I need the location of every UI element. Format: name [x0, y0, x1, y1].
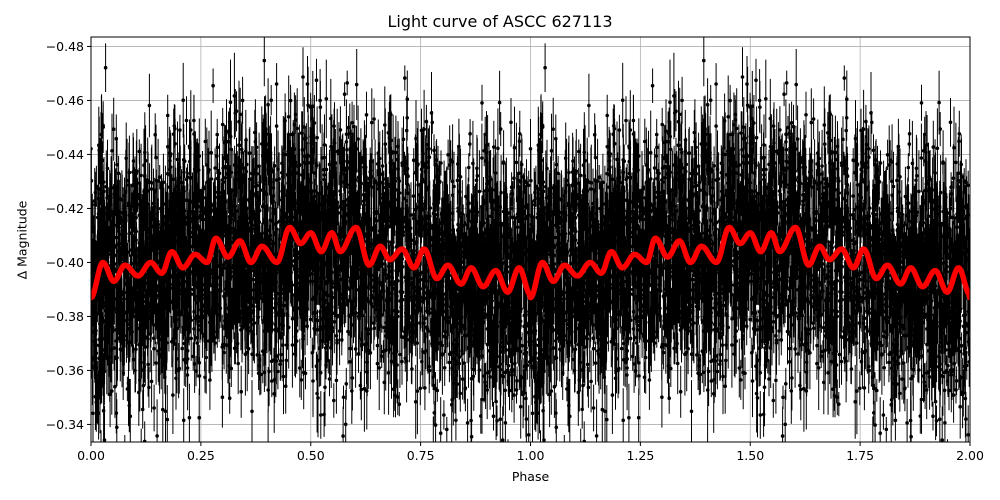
- x-tick-label: 1.75: [846, 448, 874, 463]
- y-tick-label: −0.42: [46, 201, 84, 216]
- x-tick-label: 1.00: [517, 448, 545, 463]
- x-tick-label: 0.50: [297, 448, 325, 463]
- y-axis-ticks: −0.48 −0.46 −0.44 −0.42 −0.40 −0.38 −0.36 −0.34: [46, 39, 91, 432]
- model-line: [91, 224, 970, 301]
- x-tick-label: 0.00: [77, 448, 105, 463]
- model-curve: [91, 224, 970, 301]
- x-axis-ticks: 0.00 0.25 0.50 0.75 1.00 1.25 1.50 1.75 2.00: [77, 442, 984, 463]
- y-tick-label: −0.40: [46, 255, 84, 270]
- x-axis-label: Phase: [511, 469, 550, 484]
- x-tick-label: 0.25: [187, 448, 215, 463]
- chart-title: Light curve of ASCC 627113: [387, 12, 613, 31]
- y-tick-label: −0.36: [46, 363, 84, 378]
- y-tick-label: −0.46: [46, 93, 84, 108]
- x-tick-label: 0.75: [407, 448, 435, 463]
- x-tick-label: 2.00: [956, 448, 984, 463]
- y-tick-label: −0.44: [46, 147, 84, 162]
- y-tick-label: −0.34: [46, 417, 84, 432]
- observation-points: [91, 37, 970, 442]
- y-tick-label: −0.48: [46, 39, 84, 54]
- y-tick-label: −0.38: [46, 309, 84, 324]
- x-tick-label: 1.50: [736, 448, 764, 463]
- x-tick-label: 1.25: [626, 448, 654, 463]
- data-markers: [91, 58, 970, 442]
